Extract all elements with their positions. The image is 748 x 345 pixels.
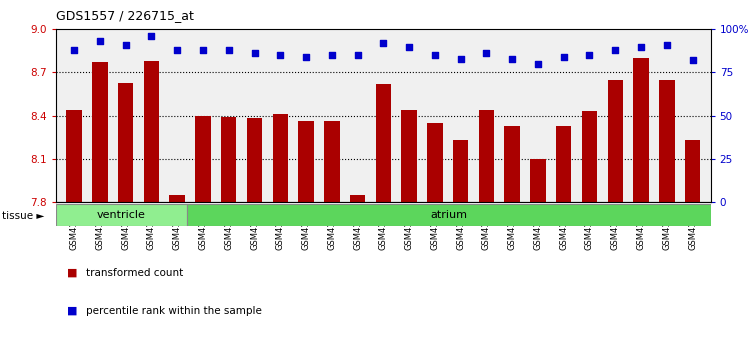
Bar xyxy=(92,62,108,202)
Text: ■: ■ xyxy=(67,268,78,277)
Bar xyxy=(607,80,623,202)
Point xyxy=(377,40,389,46)
Point xyxy=(429,52,441,58)
Bar xyxy=(659,80,675,202)
Bar xyxy=(504,126,520,202)
Bar xyxy=(221,117,236,202)
Bar xyxy=(556,126,571,202)
Point xyxy=(558,54,570,60)
Point xyxy=(68,47,80,53)
Point xyxy=(94,39,106,44)
Bar xyxy=(685,140,700,202)
Bar xyxy=(67,110,82,202)
Bar xyxy=(427,123,443,202)
Bar xyxy=(402,110,417,202)
Bar xyxy=(187,204,711,226)
Text: GDS1557 / 226715_at: GDS1557 / 226715_at xyxy=(56,9,194,22)
Bar xyxy=(634,58,649,202)
Point xyxy=(120,42,132,48)
Text: tissue ►: tissue ► xyxy=(2,211,45,220)
Bar xyxy=(56,204,187,226)
Point xyxy=(223,47,235,53)
Point xyxy=(610,47,622,53)
Bar xyxy=(453,140,468,202)
Bar xyxy=(582,111,597,202)
Point xyxy=(145,33,157,39)
Bar xyxy=(324,121,340,202)
Point xyxy=(403,44,415,49)
Point xyxy=(480,51,492,56)
Point xyxy=(506,56,518,61)
Bar xyxy=(350,195,365,202)
Point xyxy=(635,44,647,49)
Bar xyxy=(247,118,263,202)
Bar xyxy=(375,84,391,202)
Bar xyxy=(195,116,211,202)
Point xyxy=(171,47,183,53)
Point xyxy=(352,52,364,58)
Point xyxy=(326,52,338,58)
Text: ventricle: ventricle xyxy=(97,210,146,220)
Point xyxy=(248,51,260,56)
Point xyxy=(275,52,286,58)
Bar xyxy=(530,159,546,202)
Bar xyxy=(144,61,159,202)
Point xyxy=(660,42,672,48)
Point xyxy=(455,56,467,61)
Text: atrium: atrium xyxy=(430,210,468,220)
Bar xyxy=(170,195,185,202)
Point xyxy=(583,52,595,58)
Point xyxy=(197,47,209,53)
Bar xyxy=(298,121,313,202)
Point xyxy=(532,61,544,67)
Text: transformed count: transformed count xyxy=(86,268,183,277)
Point xyxy=(687,58,699,63)
Bar xyxy=(479,110,494,202)
Bar xyxy=(272,114,288,202)
Text: ■: ■ xyxy=(67,306,78,315)
Bar xyxy=(118,82,133,202)
Text: percentile rank within the sample: percentile rank within the sample xyxy=(86,306,262,315)
Point xyxy=(300,54,312,60)
